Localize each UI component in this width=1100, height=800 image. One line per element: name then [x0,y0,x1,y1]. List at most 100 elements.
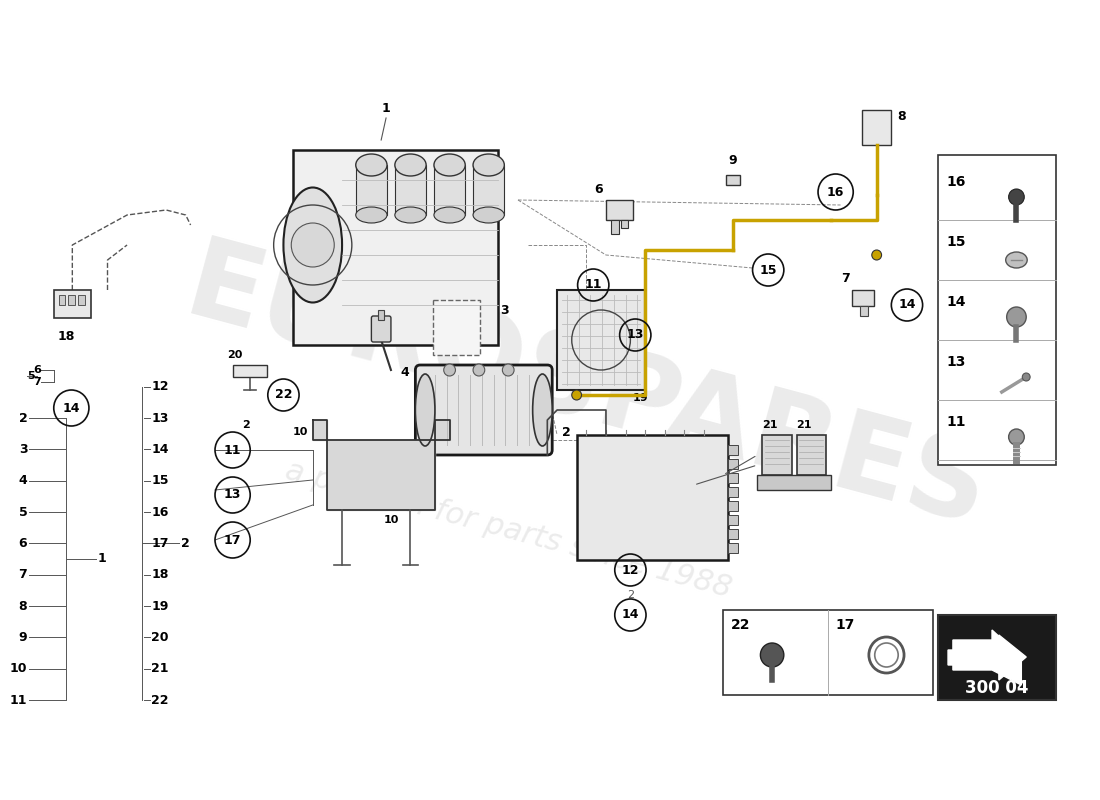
Bar [395,165,426,215]
Circle shape [760,643,784,667]
Text: 14: 14 [152,443,169,456]
Polygon shape [312,420,450,510]
Text: 22: 22 [275,389,293,402]
Bar [728,473,738,483]
Ellipse shape [433,154,465,176]
Text: 14: 14 [946,295,966,309]
Text: 21: 21 [762,420,778,430]
Bar [378,310,384,320]
Text: 7: 7 [33,377,41,387]
Text: 17: 17 [224,534,241,546]
Text: 12: 12 [152,380,169,393]
Bar [54,290,91,318]
Circle shape [872,250,881,260]
Text: 7: 7 [19,568,28,581]
Text: 2: 2 [19,411,28,425]
Bar [473,165,504,215]
Bar [576,435,728,560]
Text: 1: 1 [98,553,107,566]
Bar [728,515,738,525]
Circle shape [1006,307,1026,327]
Bar [606,200,634,220]
Ellipse shape [1005,252,1027,268]
Text: 18: 18 [152,568,169,581]
FancyBboxPatch shape [372,316,390,342]
Text: 15: 15 [152,474,169,487]
Ellipse shape [395,154,426,176]
Text: 11: 11 [584,278,602,291]
Bar [726,175,740,185]
Ellipse shape [473,154,504,176]
Text: 10: 10 [293,427,308,437]
Text: 11: 11 [946,415,966,429]
Bar [723,610,934,695]
Ellipse shape [473,207,504,223]
Text: 15: 15 [946,235,966,249]
Text: 9: 9 [728,154,737,167]
Bar [852,290,873,306]
Text: 2: 2 [180,537,189,550]
Text: 16: 16 [946,175,966,189]
Circle shape [1009,429,1024,445]
Text: 22: 22 [732,618,750,632]
Text: 2: 2 [627,590,634,600]
Ellipse shape [433,207,465,223]
Text: 17: 17 [152,537,169,550]
Text: 13: 13 [946,355,966,369]
Bar [758,475,830,490]
Ellipse shape [284,187,342,302]
Circle shape [473,364,485,376]
Text: 5: 5 [28,371,35,381]
Text: 13: 13 [224,489,241,502]
Text: 14: 14 [899,298,915,311]
Text: 16: 16 [827,186,845,198]
Text: 6: 6 [19,537,28,550]
Text: 14: 14 [621,609,639,622]
Text: 4: 4 [400,366,409,378]
Bar [762,435,792,475]
Text: 9: 9 [19,631,28,644]
Bar [557,290,645,390]
Ellipse shape [416,374,434,446]
Text: 11: 11 [10,694,28,706]
Bar [728,459,738,469]
Polygon shape [953,630,1021,685]
Bar [620,220,628,228]
Text: 17: 17 [836,618,855,632]
Bar [938,155,1056,465]
Text: 3: 3 [19,443,28,456]
Bar [78,295,85,305]
Bar [728,445,738,455]
Ellipse shape [532,374,552,446]
Ellipse shape [395,207,426,223]
Text: 4: 4 [19,474,28,487]
Polygon shape [948,635,1026,680]
Text: 2: 2 [562,426,571,438]
Text: 300 04: 300 04 [965,679,1028,697]
Text: 13: 13 [627,329,644,342]
Text: EUROSPARES: EUROSPARES [174,231,999,549]
Circle shape [572,390,582,400]
Bar [68,295,75,305]
Bar [862,110,891,145]
Text: 6: 6 [33,365,41,375]
Text: 13: 13 [152,411,169,425]
Text: 21: 21 [796,420,812,430]
Text: 12: 12 [621,563,639,577]
Text: 19: 19 [632,393,648,403]
Circle shape [1009,189,1024,205]
Bar [433,165,465,215]
Text: 15: 15 [759,263,777,277]
Text: 5: 5 [19,506,28,518]
Text: a passion for parts since 1988: a passion for parts since 1988 [282,456,735,604]
Text: 20: 20 [152,631,169,644]
Text: 19: 19 [152,599,169,613]
Bar [860,306,868,316]
Text: 2: 2 [242,420,250,430]
Circle shape [292,223,334,267]
Circle shape [503,364,514,376]
Text: 22: 22 [152,694,169,706]
Text: 20: 20 [227,350,242,360]
Text: 8: 8 [898,110,905,123]
Text: 10: 10 [10,662,28,675]
